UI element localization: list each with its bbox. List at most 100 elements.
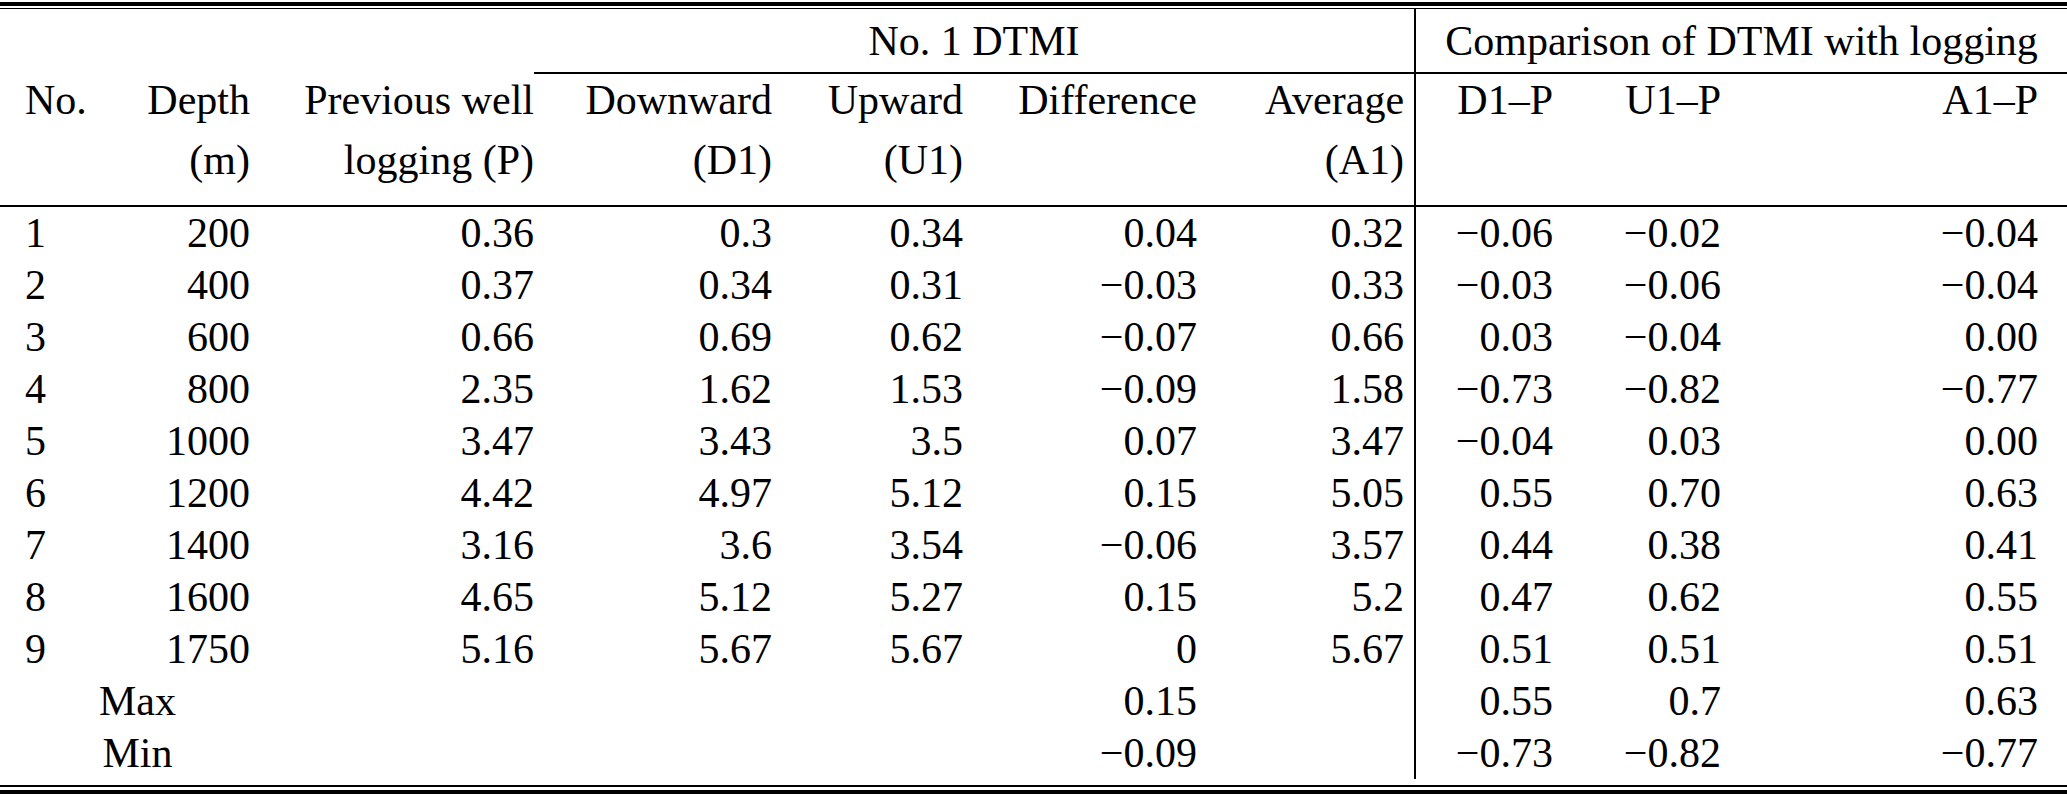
cell-d1p: 0.55	[1415, 467, 1563, 519]
cell-u1p: 0.03	[1563, 415, 1731, 467]
table-row: 9 1750 5.16 5.67 5.67 0 5.67 0.51 0.51 0…	[0, 623, 2067, 675]
cell-a1p: 0.00	[1731, 415, 2067, 467]
cell-a1p: 0.00	[1731, 311, 2067, 363]
empty-cell	[0, 126, 90, 206]
cell-average: 0.32	[1197, 206, 1415, 259]
cell-difference: −0.07	[963, 311, 1197, 363]
empty-cell	[534, 727, 772, 779]
cell-d1p: −0.06	[1415, 206, 1563, 259]
cell-prev-logging: 0.66	[250, 311, 534, 363]
col-header-no: No.	[0, 73, 90, 126]
cell-upward: 5.27	[772, 571, 963, 623]
cell-no: 2	[0, 259, 90, 311]
cell-difference: 0.15	[963, 571, 1197, 623]
cell-no: 3	[0, 311, 90, 363]
cell-average: 0.33	[1197, 259, 1415, 311]
cell-prev-logging: 2.35	[250, 363, 534, 415]
cell-downward: 1.62	[534, 363, 772, 415]
group-header-row: No. 1 DTMI Comparison of DTMI with loggi…	[0, 9, 2067, 73]
cell-d1p: 0.51	[1415, 623, 1563, 675]
empty-cell	[1563, 126, 1731, 206]
cell-upward: 0.31	[772, 259, 963, 311]
table-row: 6 1200 4.42 4.97 5.12 0.15 5.05 0.55 0.7…	[0, 467, 2067, 519]
table-row: 4 800 2.35 1.62 1.53 −0.09 1.58 −0.73 −0…	[0, 363, 2067, 415]
cell-no: 1	[0, 206, 90, 259]
cell-downward: 5.67	[534, 623, 772, 675]
cell-average: 3.47	[1197, 415, 1415, 467]
cell-a1p: 0.51	[1731, 623, 2067, 675]
cell-upward: 3.5	[772, 415, 963, 467]
cell-no: 9	[0, 623, 90, 675]
cell-a1p: −0.04	[1731, 259, 2067, 311]
cell-depth: 600	[90, 311, 250, 363]
cell-average: 5.67	[1197, 623, 1415, 675]
cell-d1p: −0.03	[1415, 259, 1563, 311]
empty-cell	[772, 727, 963, 779]
cell-upward: 0.34	[772, 206, 963, 259]
empty-cell	[250, 675, 534, 727]
cell-u1p: 0.38	[1563, 519, 1731, 571]
cell-no: 8	[0, 571, 90, 623]
summary-row-max: Max 0.15 0.55 0.7 0.63	[0, 675, 2067, 727]
table-row: 5 1000 3.47 3.43 3.5 0.07 3.47 −0.04 0.0…	[0, 415, 2067, 467]
cell-prev-logging: 4.42	[250, 467, 534, 519]
cell-d1p-max: 0.55	[1415, 675, 1563, 727]
cell-prev-logging: 4.65	[250, 571, 534, 623]
cell-depth: 1600	[90, 571, 250, 623]
cell-u1p: −0.82	[1563, 363, 1731, 415]
cell-downward: 4.97	[534, 467, 772, 519]
max-label: Max	[0, 675, 250, 727]
cell-upward: 3.54	[772, 519, 963, 571]
col-header-u1p: U1–P	[1563, 73, 1731, 126]
cell-depth: 400	[90, 259, 250, 311]
empty-cell	[534, 675, 772, 727]
table-row: 3 600 0.66 0.69 0.62 −0.07 0.66 0.03 −0.…	[0, 311, 2067, 363]
cell-d1p: −0.73	[1415, 363, 1563, 415]
empty-cell	[1731, 126, 2067, 206]
cell-a1p-max: 0.63	[1731, 675, 2067, 727]
cell-difference: −0.03	[963, 259, 1197, 311]
cell-prev-logging: 0.37	[250, 259, 534, 311]
empty-cell	[1415, 126, 1563, 206]
cell-d1p: −0.04	[1415, 415, 1563, 467]
bottom-rule-thin	[0, 785, 2067, 787]
empty-cell	[963, 126, 1197, 206]
cell-downward: 3.6	[534, 519, 772, 571]
cell-prev-logging: 3.16	[250, 519, 534, 571]
cell-difference: 0.15	[963, 467, 1197, 519]
cell-difference: 0.07	[963, 415, 1197, 467]
cell-no: 4	[0, 363, 90, 415]
cell-u1p: 0.70	[1563, 467, 1731, 519]
cell-difference-min: −0.09	[963, 727, 1197, 779]
cell-d1p: 0.44	[1415, 519, 1563, 571]
col-header-prev-logging: Previous well	[250, 73, 534, 126]
cell-depth: 1400	[90, 519, 250, 571]
cell-depth: 1000	[90, 415, 250, 467]
empty-cell	[1197, 727, 1415, 779]
cell-downward: 3.43	[534, 415, 772, 467]
col-header-upward: Upward	[772, 73, 963, 126]
table-row: 2 400 0.37 0.34 0.31 −0.03 0.33 −0.03 −0…	[0, 259, 2067, 311]
cell-no: 6	[0, 467, 90, 519]
cell-prev-logging: 0.36	[250, 206, 534, 259]
cell-prev-logging: 3.47	[250, 415, 534, 467]
col-header-upward-2: (U1)	[772, 126, 963, 206]
cell-downward: 0.69	[534, 311, 772, 363]
table-row: 8 1600 4.65 5.12 5.27 0.15 5.2 0.47 0.62…	[0, 571, 2067, 623]
table-row: 7 1400 3.16 3.6 3.54 −0.06 3.57 0.44 0.3…	[0, 519, 2067, 571]
cell-difference: −0.06	[963, 519, 1197, 571]
column-header-row-line2: (m) logging (P) (D1) (U1) (A1)	[0, 126, 2067, 206]
col-header-difference: Difference	[963, 73, 1197, 126]
bottom-rule-thick	[0, 790, 2067, 794]
cell-a1p-min: −0.77	[1731, 727, 2067, 779]
cell-difference: 0	[963, 623, 1197, 675]
cell-depth: 1200	[90, 467, 250, 519]
empty-cell	[1197, 675, 1415, 727]
cell-average: 3.57	[1197, 519, 1415, 571]
cell-u1p: −0.06	[1563, 259, 1731, 311]
cell-depth: 200	[90, 206, 250, 259]
dtmi-group-header: No. 1 DTMI	[534, 9, 1415, 73]
cell-average: 0.66	[1197, 311, 1415, 363]
min-label: Min	[0, 727, 250, 779]
col-header-average: Average	[1197, 73, 1415, 126]
